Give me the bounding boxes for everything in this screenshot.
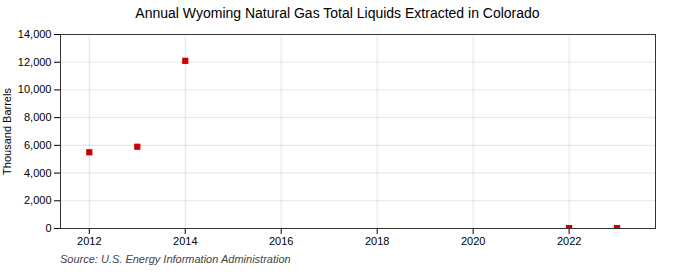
svg-text:8,000: 8,000 xyxy=(24,111,52,123)
svg-text:0: 0 xyxy=(45,222,51,234)
svg-text:2014: 2014 xyxy=(173,235,197,247)
svg-text:2016: 2016 xyxy=(269,235,293,247)
svg-text:10,000: 10,000 xyxy=(18,83,52,95)
svg-text:6,000: 6,000 xyxy=(24,139,52,151)
html-text:Source: U.S. Energy Informatio: Source: U.S. Energy Information Administ… xyxy=(60,253,291,265)
svg-text:2020: 2020 xyxy=(461,235,485,247)
svg-text:Thousand Barrels: Thousand Barrels xyxy=(1,88,13,175)
html-text:Annual Wyoming Natural Gas Tot: Annual Wyoming Natural Gas Total Liquids… xyxy=(135,5,540,21)
svg-text:4,000: 4,000 xyxy=(24,167,52,179)
svg-text:2012: 2012 xyxy=(77,235,101,247)
svg-text:2,000: 2,000 xyxy=(24,194,52,206)
svg-text:2022: 2022 xyxy=(557,235,581,247)
svg-text:14,000: 14,000 xyxy=(18,28,52,40)
svg-text:12,000: 12,000 xyxy=(18,56,52,68)
svg-text:2018: 2018 xyxy=(365,235,389,247)
